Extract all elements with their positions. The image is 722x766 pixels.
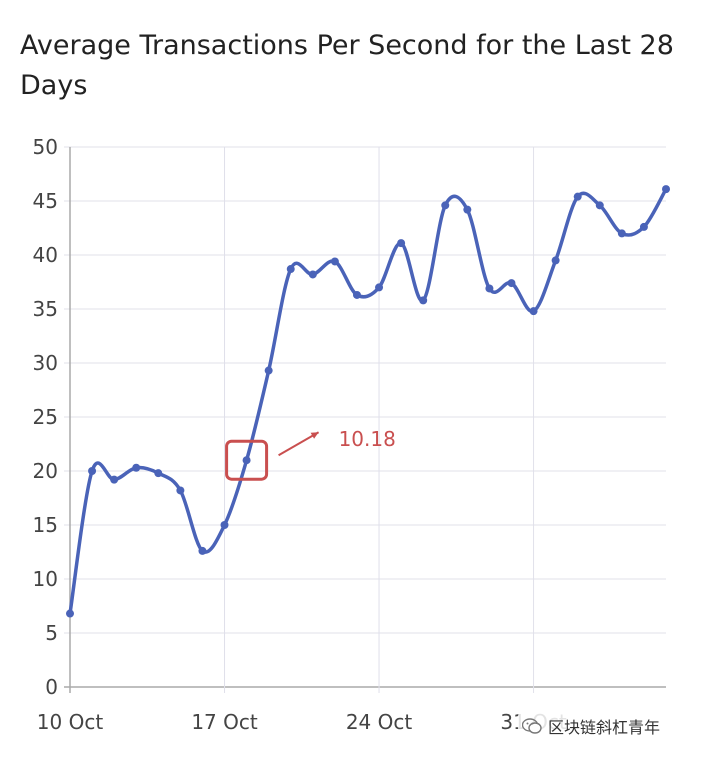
y-tick-label: 20	[33, 459, 58, 483]
data-point[interactable]	[88, 467, 97, 475]
data-point[interactable]	[419, 296, 428, 305]
y-tick-label: 10	[33, 567, 58, 591]
x-tick-label: 24 Oct	[346, 710, 413, 734]
x-tick-label: 10 Oct	[37, 710, 104, 734]
data-point[interactable]	[617, 229, 626, 238]
data-point[interactable]	[110, 475, 119, 484]
y-tick-label: 50	[33, 135, 58, 159]
data-point[interactable]	[176, 486, 185, 495]
annotation-layer: 10.18	[225, 427, 396, 481]
data-point[interactable]	[595, 201, 604, 210]
annotation-arrow	[278, 431, 320, 457]
y-tick-label: 40	[33, 243, 58, 267]
y-tick-label: 30	[33, 351, 58, 375]
annotation-label: 10.18	[339, 427, 396, 451]
data-point[interactable]	[66, 609, 74, 618]
y-tick-label: 15	[33, 513, 58, 537]
data-point[interactable]	[198, 546, 207, 555]
annotation-arrowhead	[310, 432, 319, 439]
data-point[interactable]	[132, 463, 141, 472]
y-tick-label: 0	[45, 675, 58, 699]
data-point[interactable]	[485, 284, 494, 293]
grid-layer	[64, 146, 666, 693]
y-tick-label: 35	[33, 297, 58, 321]
data-point[interactable]	[375, 283, 384, 292]
data-point[interactable]	[507, 279, 516, 288]
y-tick-label: 5	[45, 621, 58, 645]
data-point[interactable]	[639, 222, 648, 231]
x-tick-label: 17 Oct	[191, 710, 258, 734]
data-point[interactable]	[551, 256, 560, 265]
data-point[interactable]	[264, 366, 273, 375]
data-point[interactable]	[242, 456, 251, 465]
data-point[interactable]	[441, 201, 450, 210]
y-tick-label: 25	[33, 405, 58, 429]
series-layer	[66, 185, 670, 618]
wechat-icon	[521, 718, 542, 734]
series-line	[68, 187, 668, 616]
data-point[interactable]	[573, 192, 582, 201]
data-point[interactable]	[330, 257, 339, 266]
annotation-box	[225, 439, 269, 481]
chart-title: Average Transactions Per Second for the …	[20, 30, 674, 101]
watermark: 区块链斜杠青年	[517, 712, 664, 740]
watermark-text: 区块链斜杠青年	[547, 718, 660, 737]
y-tick-label: 45	[33, 189, 58, 213]
data-point[interactable]	[397, 239, 406, 248]
data-point[interactable]	[463, 205, 472, 214]
data-point[interactable]	[220, 521, 229, 529]
data-point[interactable]	[286, 265, 295, 274]
data-point[interactable]	[308, 270, 317, 279]
data-point[interactable]	[662, 185, 670, 194]
data-point[interactable]	[352, 290, 361, 299]
data-point[interactable]	[529, 307, 538, 316]
data-point[interactable]	[154, 469, 163, 478]
